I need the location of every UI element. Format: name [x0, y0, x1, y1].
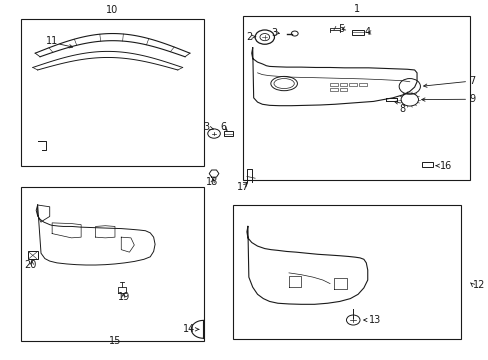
- Text: 1: 1: [353, 4, 359, 14]
- Text: 16: 16: [439, 161, 451, 171]
- Text: 18: 18: [205, 177, 217, 187]
- Bar: [339, 88, 347, 91]
- Text: 12: 12: [472, 280, 484, 291]
- Text: 3: 3: [271, 28, 277, 38]
- Text: 20: 20: [24, 260, 37, 270]
- Bar: [339, 83, 347, 86]
- Text: 17: 17: [236, 182, 249, 192]
- Text: 15: 15: [108, 337, 121, 346]
- Bar: [329, 83, 337, 86]
- Bar: [351, 30, 363, 35]
- Text: 5: 5: [338, 23, 344, 33]
- Bar: [20, 187, 204, 341]
- Text: 3: 3: [203, 122, 209, 132]
- Text: 9: 9: [468, 94, 474, 104]
- Text: 11: 11: [46, 36, 58, 46]
- Bar: [28, 251, 38, 259]
- Text: 10: 10: [106, 5, 119, 15]
- Bar: [223, 131, 233, 136]
- Text: 2: 2: [245, 32, 252, 42]
- Bar: [348, 83, 356, 86]
- Bar: [20, 19, 204, 166]
- Bar: [358, 83, 366, 86]
- Bar: [243, 16, 469, 180]
- Text: 8: 8: [399, 104, 405, 114]
- Text: 4: 4: [364, 27, 370, 37]
- Text: 19: 19: [118, 292, 130, 302]
- Text: 6: 6: [220, 122, 226, 132]
- Text: 14: 14: [182, 324, 194, 334]
- Text: 7: 7: [468, 76, 474, 86]
- Bar: [233, 205, 460, 339]
- Bar: [421, 162, 431, 167]
- Text: 13: 13: [368, 315, 380, 325]
- Bar: [329, 88, 337, 91]
